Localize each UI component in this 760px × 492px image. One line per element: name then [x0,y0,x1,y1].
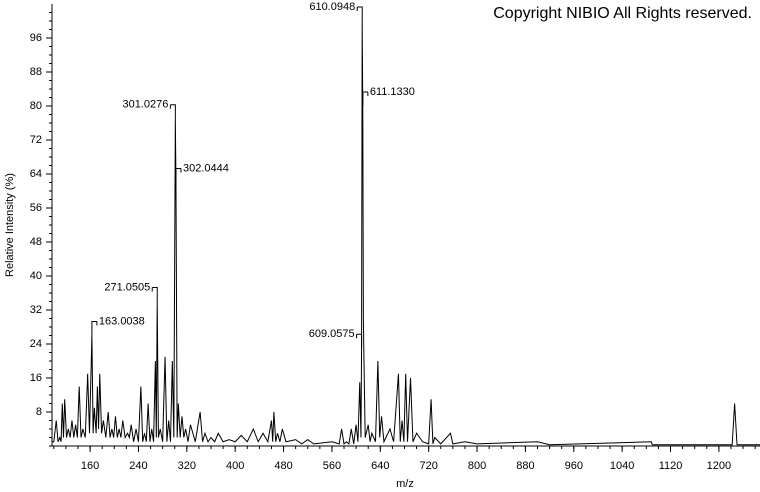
y-tick-label: 8 [36,406,42,418]
annotation-label: 301.0276 [122,99,168,111]
x-tick-label: 640 [371,460,389,472]
annotation-bracket [362,91,368,106]
x-axis-label: m/z [396,478,414,490]
y-tick-label: 72 [30,134,42,146]
spectrum-line [52,20,760,446]
x-tick-label: 1200 [707,460,731,472]
annotation-label: 611.1330 [370,86,415,98]
annotation-bracket [356,333,363,349]
x-tick-label: 320 [178,460,196,472]
annotation-label: 609.0575 [309,328,355,340]
annotation-label: 271.0505 [104,281,150,293]
y-tick-label: 48 [30,236,42,248]
x-tick-label: 160 [81,460,99,472]
y-tick-label: 32 [30,304,42,316]
y-tick-label: 88 [30,66,42,78]
copyright: Copyright NIBIO All Rights reserved. [493,5,752,22]
annotation-bracket [91,321,97,336]
y-tick-label: 96 [30,32,42,44]
x-tick-label: 720 [419,460,437,472]
x-tick-label: 800 [468,460,486,472]
annotation-label: 610.0948 [309,1,355,13]
x-tick-label: 1040 [610,460,634,472]
annotation-bracket [175,168,181,183]
annotation-bracket [357,6,363,21]
annotation-bracket [170,104,176,119]
x-tick-label: 1120 [659,460,683,472]
annotation-label: 163.0038 [99,315,145,327]
x-tick-label: 400 [226,460,244,472]
y-tick-label: 40 [30,270,42,282]
y-axis-label: Relative Intensity (%) [4,173,16,277]
y-tick-label: 24 [30,338,42,350]
y-tick-label: 80 [30,100,42,112]
y-tick-label: 64 [30,168,42,180]
annotation-bracket [152,287,158,302]
x-tick-label: 480 [274,460,292,472]
x-tick-label: 240 [129,460,147,472]
y-tick-label: 56 [30,202,42,214]
y-tick-label: 16 [30,372,42,384]
annotation-label: 302.0444 [183,162,229,174]
x-tick-label: 880 [516,460,534,472]
x-tick-label: 960 [565,460,583,472]
x-tick-label: 560 [323,460,341,472]
